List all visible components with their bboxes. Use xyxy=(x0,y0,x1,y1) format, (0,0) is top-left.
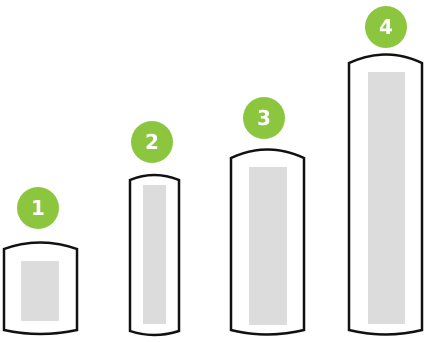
cylinder-1: 1 xyxy=(2,187,79,336)
cylinder-2: 2 xyxy=(128,121,181,337)
cylinder-1-panel xyxy=(21,261,59,321)
badge-2 xyxy=(131,121,173,163)
cylinder-2-panel xyxy=(143,185,166,324)
badge-3 xyxy=(243,97,285,139)
cylinder-4-panel xyxy=(368,72,405,324)
cylinder-3: 3 xyxy=(229,97,306,336)
badge-2-number: 2 xyxy=(145,130,159,154)
badge-3-number: 3 xyxy=(257,106,271,130)
badge-4-number: 4 xyxy=(379,15,393,39)
badge-1 xyxy=(17,187,59,229)
cylinder-3-panel xyxy=(249,167,287,325)
badge-4 xyxy=(365,6,407,48)
badge-1-number: 1 xyxy=(31,196,45,220)
cylinder-4: 4 xyxy=(347,6,424,336)
